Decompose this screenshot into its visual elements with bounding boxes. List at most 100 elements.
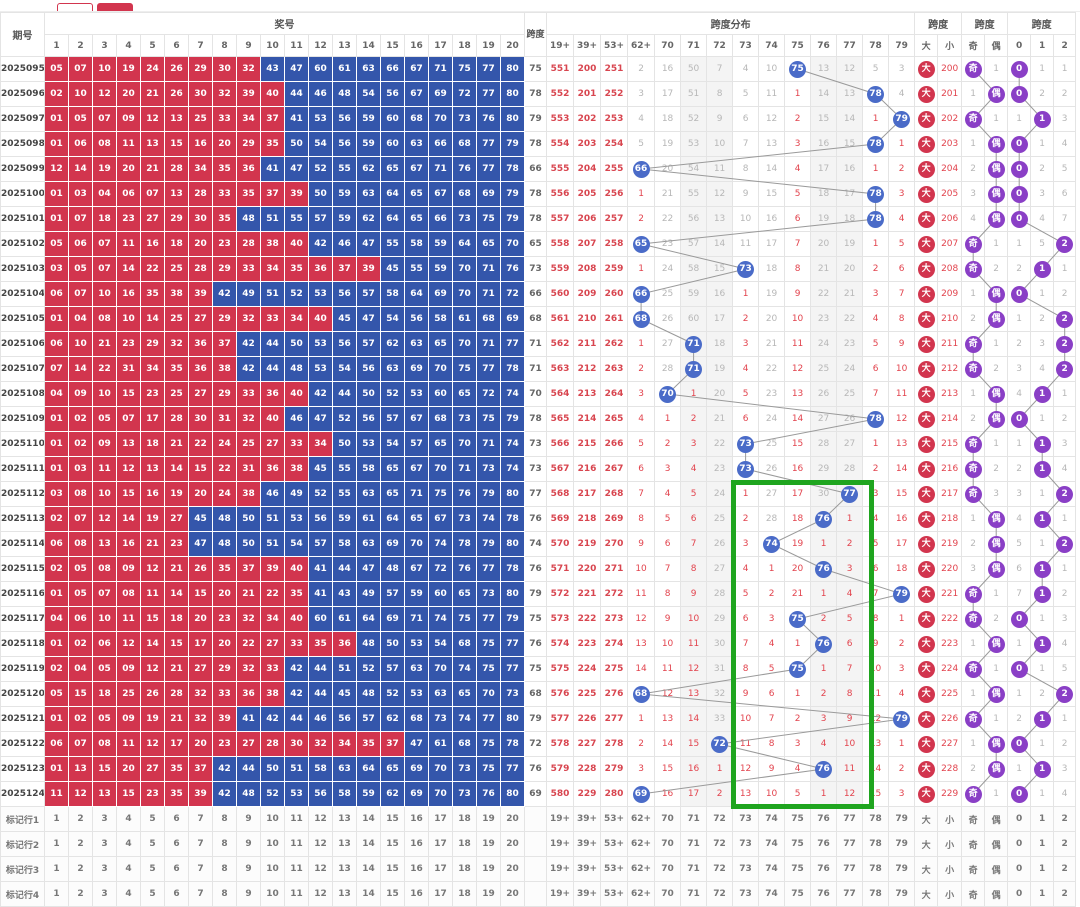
span-sum-cell: 578 — [546, 731, 575, 757]
omission-cell: 53 — [680, 131, 708, 157]
marker-dist: 70 — [654, 856, 682, 882]
prize-number-cell: 08 — [68, 481, 93, 507]
omission-cell: 6 — [888, 256, 916, 282]
prize-number-cell: 34 — [308, 431, 333, 457]
parity-cell: 1 — [961, 631, 986, 657]
prize-number-cell: 15 — [188, 456, 213, 482]
mod3-cell: 2 — [1053, 81, 1077, 107]
mod3-cell: 3 — [1007, 481, 1032, 507]
prize-number-cell: 35 — [284, 581, 309, 607]
prize-number-cell: 41 — [236, 706, 261, 732]
hit-circle: 偶 — [987, 385, 1005, 403]
omission-cell: 21 — [758, 331, 786, 357]
hit-circle: 79 — [893, 585, 911, 603]
omission-cell: 8 — [888, 306, 916, 332]
omission-cell: 76 — [810, 506, 838, 532]
prize-number-cell: 53 — [404, 381, 429, 407]
prize-number-cell: 55 — [404, 256, 429, 282]
prize-number-cell: 27 — [140, 206, 165, 232]
hit-circle: 偶 — [987, 535, 1005, 553]
mod3-cell: 1 — [1030, 581, 1055, 607]
marker-dist: 76 — [810, 806, 838, 832]
hit-circle: 奇 — [964, 785, 982, 803]
marker-num: 4 — [116, 831, 141, 857]
hit-circle: 73 — [737, 460, 755, 478]
prize-number-cell: 20 — [188, 606, 213, 632]
hit-circle: 71 — [685, 360, 703, 378]
omission-cell: 78 — [862, 206, 890, 232]
span-sum-cell: 560 — [546, 281, 575, 307]
omission-cell: 5 — [654, 506, 682, 532]
span-sum-cell: 253 — [600, 106, 629, 132]
omission-cell: 6 — [862, 356, 890, 382]
toolbar-button-fragment-1[interactable] — [57, 3, 93, 11]
parity-cell: 1 — [984, 106, 1009, 132]
prize-number-cell: 57 — [356, 331, 381, 357]
omission-cell: 9 — [836, 706, 864, 732]
omission-cell: 4 — [654, 481, 682, 507]
issue-number: 2025103 — [0, 256, 45, 282]
span-value: 66 — [524, 281, 548, 307]
span-sum-cell: 277 — [600, 706, 629, 732]
hit-circle: 大 — [917, 210, 935, 228]
prize-number-cell: 11 — [92, 456, 117, 482]
prize-number-cell: 65 — [476, 231, 501, 257]
marker-dist: 39+ — [573, 831, 602, 857]
prize-number-cell: 42 — [236, 331, 261, 357]
omission-cell: 22 — [810, 281, 838, 307]
span-sum-cell: 269 — [600, 506, 629, 532]
omission-cell: 56 — [680, 206, 708, 232]
marker-num: 3 — [92, 806, 117, 832]
omission-cell: 4 — [888, 206, 916, 232]
prize-number-cell: 44 — [332, 381, 357, 407]
prize-number-cell: 36 — [236, 156, 261, 182]
prize-number-cell: 73 — [499, 681, 526, 707]
marker-tail: 2 — [1053, 806, 1077, 832]
hit-circle: 1 — [1033, 110, 1051, 128]
marker-num: 7 — [188, 856, 213, 882]
span-sum-cell: 223 — [573, 631, 602, 657]
prize-number-cell: 64 — [356, 606, 381, 632]
prize-number-cell: 47 — [284, 56, 309, 82]
prize-number-cell: 64 — [404, 281, 429, 307]
prize-number-cell: 13 — [92, 781, 117, 807]
hit-circle: 0 — [1010, 660, 1028, 678]
toolbar-button-fragment-2[interactable] — [97, 3, 133, 11]
span-value: 73 — [524, 431, 548, 457]
span-value: 68 — [524, 306, 548, 332]
omission-cell: 2 — [627, 356, 656, 382]
span-sum-cell: 200 — [573, 56, 602, 82]
marker-dist: 70 — [654, 881, 682, 907]
omission-cell: 3 — [888, 656, 916, 682]
omission-cell: 17 — [680, 781, 708, 807]
span-sum-cell: 262 — [600, 331, 629, 357]
hit-circle: 78 — [867, 135, 885, 153]
marker-num: 2 — [68, 856, 93, 882]
prize-number-cell: 76 — [452, 156, 477, 182]
omission-cell: 16 — [888, 506, 916, 532]
prize-number-cell: 20 — [116, 81, 141, 107]
prize-number-cell: 60 — [428, 381, 453, 407]
omission-cell: 7 — [862, 381, 890, 407]
prize-number-cell: 31 — [212, 406, 237, 432]
prize-number-cell: 69 — [404, 756, 429, 782]
prize-number-cell: 75 — [452, 56, 477, 82]
prize-number-cell: 14 — [140, 631, 165, 657]
omission-cell: 3 — [888, 781, 916, 807]
prize-number-cell: 62 — [356, 156, 381, 182]
prize-number-cell: 68 — [404, 106, 429, 132]
marker-dist: 74 — [758, 856, 786, 882]
marker-num: 1 — [44, 806, 69, 832]
omission-cell: 2 — [888, 631, 916, 657]
prize-number-cell: 78 — [499, 506, 526, 532]
marker-dist: 77 — [836, 806, 864, 832]
prize-number-cell: 30 — [188, 206, 213, 232]
prize-number-cell: 65 — [380, 756, 405, 782]
mod3-cell: 1 — [1030, 131, 1055, 157]
omission-cell: 27 — [758, 481, 786, 507]
mod3-cell: 4 — [1053, 781, 1077, 807]
prize-number-cell: 16 — [140, 231, 165, 257]
prize-number-cell: 20 — [116, 156, 141, 182]
omission-cell: 9 — [732, 681, 760, 707]
omission-cell: 21 — [706, 406, 734, 432]
